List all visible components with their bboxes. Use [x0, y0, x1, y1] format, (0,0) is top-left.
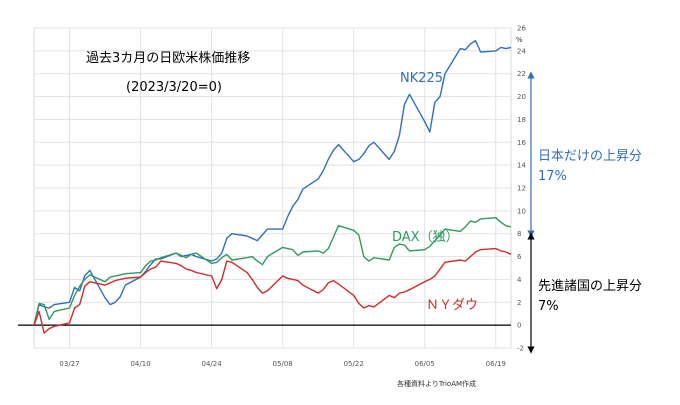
y-tick-label: 6	[517, 253, 522, 261]
series-label-dax: DAX（独）	[392, 230, 459, 245]
y-tick-label: -2	[517, 345, 524, 353]
x-tick-label: 03/27	[59, 360, 79, 368]
x-tick-label: 06/05	[415, 360, 435, 368]
dev-gain-value: 7%	[538, 299, 559, 314]
y-tick-label: 4	[517, 276, 522, 284]
x-tick-label: 04/10	[130, 360, 150, 368]
x-tick-label: 05/08	[273, 360, 293, 368]
y-tick-label: 24	[517, 47, 526, 55]
jp-gain-value: 17%	[538, 169, 567, 184]
y-tick-label: 12	[517, 185, 526, 193]
y-tick-label: 26	[517, 25, 526, 33]
y-tick-label: 22	[517, 70, 526, 78]
chart-subtitle: (2023/3/20=0)	[126, 80, 222, 95]
source-note: 各種資料よりTrioAM作成	[397, 379, 476, 388]
y-tick-label: 16	[517, 139, 526, 147]
dev-gain-label: 先進諸国の上昇分	[538, 278, 642, 294]
x-tick-label: 04/24	[202, 360, 223, 368]
series-line-ny	[33, 247, 512, 334]
y-tick-label: 2	[517, 299, 521, 307]
x-tick-label: 06/19	[486, 360, 506, 368]
grid	[34, 27, 511, 349]
series-label-nk225: NK225	[400, 71, 443, 86]
series-line-nk225	[33, 39, 512, 326]
series-lines	[33, 39, 512, 334]
jp-gain-label: 日本だけの上昇分	[538, 149, 642, 164]
x-tick-label: 05/22	[344, 360, 364, 368]
y-tick-label: 0	[517, 322, 521, 330]
y-tick-label: 20	[517, 93, 526, 101]
y-tick-label: 18	[517, 116, 526, 124]
x-axis-ticks: 03/27 04/10 04/24 05/08 05/22 06/05 06/19	[59, 360, 505, 368]
y-unit-label: %	[516, 36, 523, 44]
series-label-ny: ＮＹダウ	[426, 298, 478, 313]
chart-title: 過去3カ月の日欧米株価推移	[86, 51, 250, 66]
series-line-dax	[33, 216, 512, 326]
y-tick-label: 14	[517, 162, 526, 170]
y-tick-label: 10	[517, 207, 526, 215]
y-tick-label: 8	[517, 230, 521, 238]
